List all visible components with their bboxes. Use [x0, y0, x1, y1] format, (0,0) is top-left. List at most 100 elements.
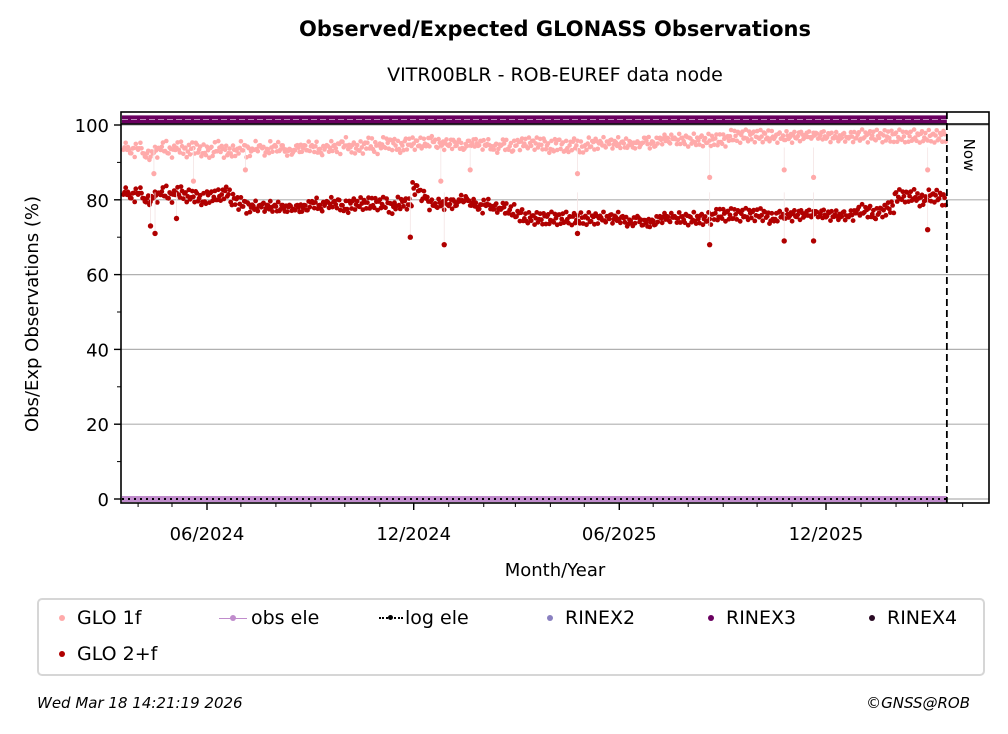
point-glo-2-f	[247, 209, 253, 215]
point-glo-2-f	[395, 194, 401, 200]
point-glo-1f	[466, 138, 472, 144]
point-glo-1f-outlier	[438, 178, 444, 184]
point-glo-1f	[702, 135, 708, 141]
point-glo-1f	[123, 140, 128, 146]
point-glo-1f	[797, 138, 803, 144]
point-glo-2-f	[273, 204, 279, 209]
point-glo-2-f	[856, 204, 862, 210]
point-glo-1f	[375, 151, 380, 157]
point-glo-1f	[223, 143, 229, 149]
point-glo-2-f	[665, 214, 671, 220]
point-glo-2-f	[447, 201, 453, 207]
point-glo-2-f	[601, 209, 606, 215]
point-glo-1f	[711, 142, 717, 147]
point-glo-2-f	[571, 210, 577, 216]
legend-label: log ele	[405, 607, 469, 629]
point-glo-1f	[537, 136, 543, 142]
point-glo-2-f-outlier	[147, 223, 154, 229]
point-glo-2-f	[143, 199, 149, 205]
point-glo-2-f	[299, 209, 305, 215]
point-glo-1f	[517, 147, 523, 153]
point-glo-1f	[131, 145, 136, 151]
point-glo-2-f	[719, 216, 725, 222]
point-glo-1f	[567, 143, 572, 148]
legend-marker-rinex2	[539, 612, 561, 624]
point-glo-1f	[784, 129, 789, 134]
point-glo-2-f	[806, 207, 812, 213]
point-glo-1f	[333, 146, 339, 151]
point-glo-1f	[314, 139, 319, 145]
point-glo-1f-outlier	[151, 171, 157, 177]
point-glo-1f	[181, 151, 186, 157]
point-glo-1f	[178, 139, 184, 144]
point-glo-2-f	[403, 196, 409, 202]
point-glo-2-f	[714, 206, 719, 212]
point-glo-1f	[270, 149, 275, 154]
point-glo-1f	[539, 142, 544, 148]
point-glo-1f	[319, 152, 325, 158]
point-glo-1f	[676, 131, 682, 137]
point-glo-2-f	[615, 209, 621, 215]
point-glo-1f	[889, 128, 894, 134]
point-glo-2-f	[215, 187, 221, 193]
point-glo-2-f	[792, 208, 797, 213]
point-glo-1f	[871, 129, 876, 135]
point-glo-1f	[584, 147, 589, 153]
point-glo-1f	[299, 149, 305, 155]
point-glo-1f	[876, 135, 882, 141]
point-glo-2-f	[517, 218, 523, 224]
chart-subtitle: VITR00BLR - ROB-EUREF data node	[387, 64, 723, 86]
point-glo-1f	[601, 134, 606, 140]
point-glo-1f	[751, 129, 756, 134]
point-glo-2-f	[603, 219, 609, 225]
point-glo-2-f	[551, 219, 557, 225]
legend-label: RINEX3	[726, 607, 797, 629]
point-glo-1f-outlier	[925, 167, 931, 173]
point-glo-1f	[856, 130, 862, 135]
point-glo-1f-outlier	[190, 178, 197, 184]
point-glo-1f-outlier	[781, 167, 787, 173]
point-glo-1f	[444, 137, 449, 142]
legend-label: obs ele	[251, 607, 320, 629]
point-glo-2-f	[519, 207, 525, 212]
point-glo-1f	[942, 131, 947, 137]
point-glo-1f	[693, 142, 699, 148]
point-glo-2-f	[284, 209, 290, 215]
point-glo-1f	[222, 147, 228, 153]
point-glo-1f	[209, 144, 214, 150]
point-glo-2-f	[841, 209, 847, 215]
point-glo-1f	[334, 149, 340, 155]
legend-marker-glo-2f	[51, 648, 73, 660]
point-glo-1f	[775, 140, 780, 145]
legend-marker-obs-ele	[219, 612, 247, 624]
point-glo-1f	[893, 130, 899, 135]
point-glo-1f	[727, 134, 733, 139]
point-glo-1f	[187, 152, 193, 157]
point-glo-2-f	[915, 191, 920, 196]
point-glo-2-f	[926, 187, 932, 193]
point-glo-1f	[936, 136, 942, 141]
point-glo-1f	[792, 129, 797, 135]
point-glo-2-f	[226, 192, 231, 197]
point-glo-1f	[659, 142, 665, 147]
point-glo-2-f	[485, 196, 491, 202]
point-glo-1f	[769, 128, 775, 134]
point-glo-1f	[574, 143, 579, 148]
point-glo-2-f	[429, 197, 435, 203]
point-glo-2-f	[650, 218, 656, 224]
point-glo-1f	[519, 136, 525, 141]
point-glo-2-f	[539, 217, 544, 223]
point-glo-2-f	[677, 220, 683, 225]
point-glo-2-f	[595, 221, 601, 227]
legend-item-rinex3: RINEX3	[700, 607, 796, 629]
point-glo-2-f	[769, 210, 775, 216]
x-tick-label: 12/2025	[789, 524, 864, 545]
point-glo-2-f	[760, 218, 766, 224]
point-glo-1f	[439, 142, 445, 148]
point-glo-1f	[338, 151, 343, 157]
point-glo-1f	[261, 144, 266, 150]
point-glo-1f	[894, 139, 900, 144]
point-glo-2-f	[253, 198, 258, 204]
point-glo-1f	[696, 138, 701, 143]
